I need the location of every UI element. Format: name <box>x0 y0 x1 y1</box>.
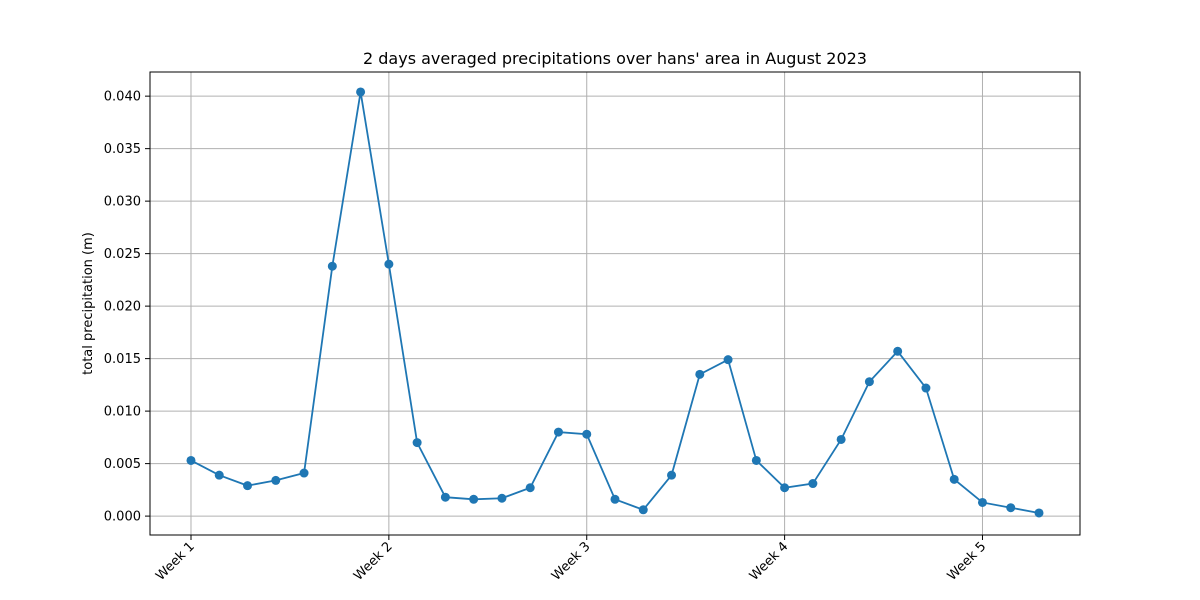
data-point <box>638 505 648 515</box>
y-axis: 0.000 0.005 0.010 0.015 0.020 0.025 0.030 0.035… <box>104 90 150 525</box>
data-point <box>893 346 903 356</box>
data-point <box>243 481 253 491</box>
y-tick-label: 0.005 <box>104 457 141 472</box>
data-point <box>497 493 507 503</box>
data-point <box>751 455 761 465</box>
x-tick-label: Week 5 <box>945 539 990 584</box>
data-point <box>582 429 592 439</box>
data-point <box>977 497 987 507</box>
y-tick-label: 0.020 <box>104 300 141 315</box>
data-point <box>780 483 790 493</box>
y-tick-label: 0.000 <box>104 510 141 525</box>
data-point <box>327 261 337 271</box>
data-point <box>667 470 677 480</box>
data-point <box>864 377 874 387</box>
data-point <box>836 434 846 444</box>
y-tick-label: 0.040 <box>104 90 141 105</box>
data-point <box>214 470 224 480</box>
data-point <box>469 494 479 504</box>
data-point <box>412 438 422 448</box>
data-point <box>525 483 535 493</box>
x-tick-label: Week 4 <box>747 539 792 584</box>
series-line <box>190 91 1040 514</box>
data-point <box>1034 508 1044 518</box>
y-axis-label: total precipitation (m) <box>81 232 96 375</box>
chart-title: 2 days averaged precipitations over hans… <box>363 49 867 68</box>
data-point <box>356 87 366 97</box>
y-tick-label: 0.015 <box>104 352 141 367</box>
y-tick-label: 0.030 <box>104 195 141 210</box>
data-point <box>695 369 705 379</box>
data-point <box>808 479 818 489</box>
x-tick-label: Week 2 <box>351 539 396 584</box>
x-tick-label: Week 3 <box>549 539 594 584</box>
plot-frame <box>149 71 1081 536</box>
y-tick-label: 0.025 <box>104 247 141 262</box>
data-point <box>440 492 450 502</box>
data-point <box>1006 503 1016 513</box>
data-point <box>271 475 281 485</box>
data-point <box>299 468 309 478</box>
data-point <box>384 259 394 269</box>
data-series <box>186 87 1044 518</box>
data-point <box>921 383 931 393</box>
data-point <box>949 474 959 484</box>
y-tick-label: 0.035 <box>104 142 141 157</box>
x-axis: Week 1 Week 2 Week 3 Week 4 Week 5 <box>153 535 989 584</box>
grid-lines <box>150 72 1080 535</box>
y-tick-label: 0.010 <box>104 405 141 420</box>
data-point <box>186 455 196 465</box>
data-point <box>723 355 733 365</box>
data-point <box>610 494 620 504</box>
data-point <box>553 427 563 437</box>
x-tick-label: Week 1 <box>153 539 198 584</box>
